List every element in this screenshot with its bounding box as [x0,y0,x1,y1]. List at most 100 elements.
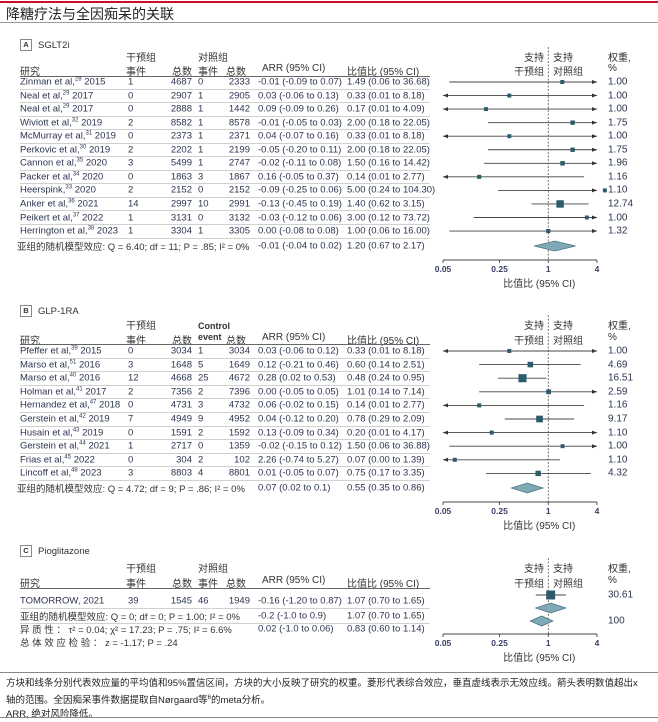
header-odds-ratio: 比值比 (95% CI) [347,579,420,590]
odds-ratio-value: 5.00 (0.24 to 104.30) [347,184,436,196]
header-study: 研究 [20,579,40,590]
ci-arrow-right [592,349,597,353]
effect-marker [507,93,512,98]
weight-value: 1.00 [608,440,628,452]
study-ref: 44 [79,440,86,447]
ctrl-total: 1442 [228,103,250,115]
study-name: Heerspink,33 2020 [20,185,96,196]
int-events: 14 [128,198,139,210]
study-author: TOMORROW, [20,595,81,607]
study-ref: 36 [68,198,75,205]
effect-marker [477,174,482,179]
ci-arrow-right [592,389,597,394]
int-events: 7 [128,413,134,425]
header-ctrl-total: 总数 [226,579,246,590]
int-total: 8803 [170,467,192,479]
ctrl-total: 8578 [228,117,250,129]
header-ctrl-events: 事件 [198,579,218,590]
study-name: Peikert et al,37 2022 [20,212,103,223]
favors-control-2: 对照组 [553,579,583,590]
row-divider [20,129,430,131]
x-tick-label: 0.25 [491,264,508,274]
header-ctrl-total: 总数 [226,67,246,78]
effect-marker [452,457,457,462]
header-arr: ARR (95% CI) [262,332,326,343]
study-ref: 29 [62,103,70,110]
arr-value: 2.26 (-0.74 to 5.27) [258,454,339,466]
study-name: Packer et al,34 2020 [20,171,103,182]
pooled-effect-diamond [534,240,576,252]
int-total: 4687 [170,76,192,88]
effect-marker [507,134,512,139]
arr-value: 0.03 (-0.06 to 0.13) [258,90,339,102]
int-events: 1 [128,440,134,452]
odds-ratio-value: 0.78 (0.29 to 2.09) [347,413,425,425]
arr-value: -0.05 (-0.20 to 0.11) [258,144,342,156]
int-total: 5499 [170,157,192,169]
ctrl-events: 3 [198,399,204,411]
effect-marker [484,107,488,112]
int-events: 0 [128,90,134,102]
study-author: Zinman et al, [20,76,75,88]
row-divider [20,425,430,427]
header-odds-ratio: 比值比 (95% CI) [347,336,420,347]
ctrl-events: 0 [198,212,204,223]
x-axis-label: 比值比 (95% CI) [503,653,576,664]
study-ref: 48 [71,467,78,474]
summary-odds-ratio: 0.83 (0.60 to 1.14) [347,623,425,635]
study-author: Marso et al, [20,372,70,384]
row-divider [20,411,430,413]
x-tick-label: 1 [545,506,551,516]
ctrl-total: 3034 [228,345,250,357]
int-events: 2 [128,144,134,156]
ctrl-total: 2991 [228,198,250,210]
weight-value: 1.32 [608,225,628,237]
panel-letter-box: C [20,545,32,557]
int-events: 0 [128,454,134,466]
int-total: 304 [176,454,192,466]
row-divider [20,357,430,359]
odds-ratio-value: 0.48 (0.24 to 0.95) [347,372,425,384]
arr-value: 0.06 (-0.02 to 0.15) [258,399,339,411]
panel-label: A SGLT2i [20,39,70,51]
study-year: 2020 [82,171,104,183]
effect-marker [560,161,565,166]
header-control-group: 对照组 [198,53,228,64]
footnote: 方块和线条分别代表效应量的平均值和95%置信区间，方块的大小反映了研究的权重。菱… [6,677,646,722]
panel-letter-box: A [20,39,32,51]
header-weight-1: 权重, [608,53,631,64]
ctrl-total: 2747 [228,157,250,169]
study-name: Neal et al,29 2017 [20,104,93,115]
ctrl-total: 4672 [228,372,250,384]
ci-arrow-left [443,430,448,435]
int-events: 0 [128,130,134,142]
ci-arrow-left [443,174,448,179]
x-tick-label: 4 [594,506,600,516]
int-total: 1863 [170,171,192,183]
study-name: Gerstein et al,42 2019 [20,413,110,424]
ctrl-events: 0 [198,440,204,452]
int-total: 2888 [170,103,192,115]
study-ref: 45 [64,454,72,461]
int-total: 3304 [170,225,192,237]
ci-arrow-left [443,403,448,408]
ci-arrow-right [592,444,597,449]
study-year: 2019 [81,117,103,129]
arr-value: -0.03 (-0.12 to 0.06) [258,212,342,223]
favors-intervention-2: 干预组 [514,67,544,78]
study-year: 2017 [72,103,94,115]
header-intervention-group: 干预组 [126,321,156,332]
x-tick-label: 0.05 [434,264,452,274]
arr-value: 0.04 (-0.07 to 0.16) [258,130,339,142]
footnote-ref: 6 [207,695,211,701]
ctrl-total: 1649 [228,359,250,371]
overall-effect-test: 总 体 效 应 检 验 ： z = -1.17; P = .24 [20,638,178,649]
int-events: 2 [128,386,134,398]
study-author: Perkovic et al, [20,144,80,156]
study-year: 2019 [94,130,116,142]
footnote-abbrev: ARR, 绝对风险降低。 [6,709,98,721]
row-divider [20,237,430,239]
study-author: Heerspink, [20,184,66,196]
odds-ratio-value: 0.33 (0.01 to 8.18) [347,345,425,357]
